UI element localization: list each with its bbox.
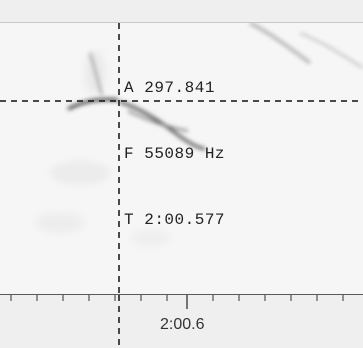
frequency-label: F	[124, 145, 135, 163]
amplitude-value: 297.841	[144, 79, 215, 97]
amplitude-label: A	[124, 79, 135, 97]
spectrogram-canvas	[0, 23, 363, 294]
spectrogram-plot[interactable]	[0, 23, 363, 294]
cursor-readout: A 297.841 F 55089 Hz T 2:00.577	[124, 33, 225, 253]
toolbar-strip	[0, 0, 363, 23]
frequency-value: 55089 Hz	[144, 145, 226, 163]
frequency-readout: F 55089 Hz	[124, 143, 225, 165]
time-axis[interactable]: 2:00.6	[0, 294, 363, 348]
time-axis-tick-label: 2:00.6	[160, 316, 205, 333]
time-value: 2:00.577	[144, 211, 226, 229]
time-readout: T 2:00.577	[124, 209, 225, 231]
time-label: T	[124, 211, 135, 229]
amplitude-readout: A 297.841	[124, 77, 225, 99]
time-axis-ticks	[10, 295, 344, 348]
